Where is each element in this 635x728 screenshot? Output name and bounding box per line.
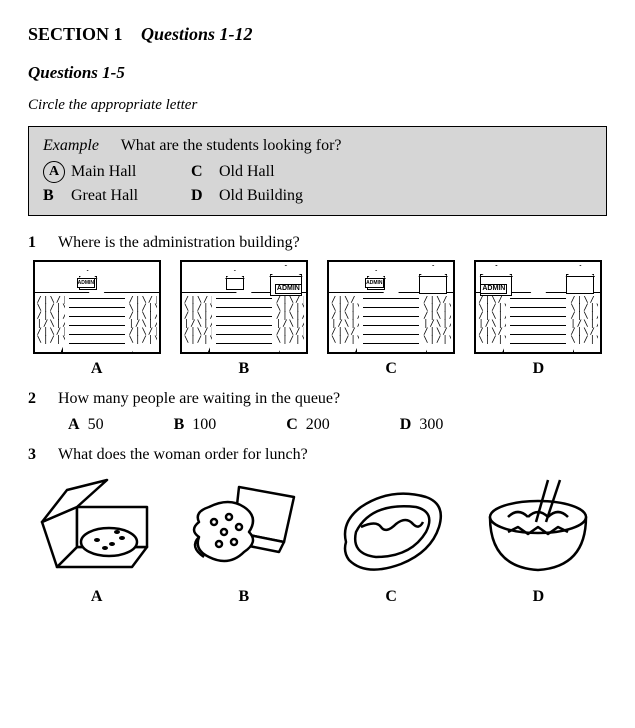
example-option-a-letter: A (43, 161, 71, 183)
q2-option-c-letter: C (286, 416, 298, 433)
sandwich-icon (184, 472, 304, 582)
q1-image-c: /|\/|\|/|\/|\|/|/\|//|\/|\|/|\ /|\/|\|/|… (327, 260, 455, 354)
noodle-bowl-icon (478, 472, 598, 582)
instruction-text: Circle the appropriate letter (28, 97, 607, 114)
q1-option-c[interactable]: /|\/|\|/|\/|\|/|/\|//|\/|\|/|\ /|\/|\|/|… (323, 260, 460, 378)
example-option-row-1: A Main Hall C Old Hall (43, 161, 592, 183)
example-question-line: Example What are the students looking fo… (43, 137, 592, 155)
question-3: 3 What does the woman order for lunch? (28, 446, 607, 606)
example-option-d-text: Old Building (219, 187, 339, 205)
example-label: Example (43, 137, 99, 154)
q1-option-d[interactable]: /|\/|\|/|\/|\|/|/\|//|\/|\|/|\ /|\/|\|/|… (470, 260, 607, 378)
question-1-number: 1 (28, 234, 58, 252)
question-1-text: Where is the administration building? (58, 234, 607, 252)
q1-option-c-label: C (385, 360, 397, 378)
q2-option-b-value: 100 (192, 416, 216, 433)
q1-image-a: /|\/|\|/|\/|\|/|/\|//|\/|\|/|\ /|\/|\|/|… (33, 260, 161, 354)
q3-option-b[interactable]: B (175, 472, 312, 606)
q3-image-a (33, 472, 161, 582)
q2-option-d-letter: D (400, 416, 412, 433)
question-1: 1 Where is the administration building? … (28, 234, 607, 378)
example-option-row-2: B Great Hall D Old Building (43, 187, 592, 205)
q3-option-c[interactable]: C (323, 472, 460, 606)
q2-option-a[interactable]: A 50 (68, 416, 104, 434)
q2-option-c-value: 200 (306, 416, 330, 433)
q3-image-b (180, 472, 308, 582)
q3-image-d (474, 472, 602, 582)
hotdog-icon (331, 472, 451, 582)
question-2: 2 How many people are waiting in the que… (28, 390, 607, 434)
example-option-d-letter: D (191, 187, 219, 205)
section-label: SECTION 1 (28, 24, 123, 44)
q1-option-b[interactable]: /|\/|\|/|\/|\|/|/\|//|\/|\|/|\ /|\/|\|/|… (175, 260, 312, 378)
q2-option-c[interactable]: C 200 (286, 416, 330, 434)
circled-answer-icon: A (43, 161, 65, 183)
question-3-number: 3 (28, 446, 58, 464)
question-1-line: 1 Where is the administration building? (28, 234, 607, 252)
admin-label-icon: ADMIN (275, 284, 302, 294)
q1-option-d-label: D (533, 360, 545, 378)
example-option-b-text: Great Hall (71, 187, 191, 205)
q2-option-a-value: 50 (88, 416, 104, 433)
q1-image-d: /|\/|\|/|\/|\|/|/\|//|\/|\|/|\ /|\/|\|/|… (474, 260, 602, 354)
q3-option-d[interactable]: D (470, 472, 607, 606)
example-option-c-letter: C (191, 163, 219, 181)
question-2-text: How many people are waiting in the queue… (58, 390, 607, 408)
sub-heading: Questions 1-5 (28, 63, 607, 83)
question-3-text: What does the woman order for lunch? (58, 446, 607, 464)
q2-option-a-letter: A (68, 416, 80, 433)
q2-option-b-letter: B (174, 416, 185, 433)
question-3-images: A B (28, 472, 607, 606)
question-2-line: 2 How many people are waiting in the que… (28, 390, 607, 408)
q3-option-b-label: B (239, 588, 250, 606)
q3-option-a-label: A (91, 588, 103, 606)
example-option-a-text: Main Hall (71, 163, 191, 181)
q3-image-c (327, 472, 455, 582)
q3-option-d-label: D (533, 588, 545, 606)
question-3-line: 3 What does the woman order for lunch? (28, 446, 607, 464)
admin-label-icon: ADMIN (77, 278, 95, 288)
q1-option-b-label: B (239, 360, 250, 378)
q2-option-d-value: 300 (419, 416, 443, 433)
example-option-b-letter: B (43, 187, 71, 205)
section-title: SECTION 1 Questions 1-12 (28, 24, 607, 45)
q1-option-a-label: A (91, 360, 103, 378)
pizza-box-icon (37, 472, 157, 582)
question-2-options: A 50 B 100 C 200 D 300 (68, 416, 607, 434)
example-question: What are the students looking for? (121, 137, 342, 154)
question-1-images: /|\/|\|/|\/|\|/|/\|//|\/|\|/|\ /|\/|\|/|… (28, 260, 607, 378)
example-box: Example What are the students looking fo… (28, 126, 607, 216)
example-option-c-text: Old Hall (219, 163, 339, 181)
q2-option-b[interactable]: B 100 (174, 416, 217, 434)
q3-option-a[interactable]: A (28, 472, 165, 606)
admin-label-icon: ADMIN (480, 284, 507, 294)
section-range: Questions 1-12 (141, 24, 253, 44)
admin-label-icon: ADMIN (365, 278, 383, 288)
q1-image-b: /|\/|\|/|\/|\|/|/\|//|\/|\|/|\ /|\/|\|/|… (180, 260, 308, 354)
question-2-number: 2 (28, 390, 58, 408)
q1-option-a[interactable]: /|\/|\|/|\/|\|/|/\|//|\/|\|/|\ /|\/|\|/|… (28, 260, 165, 378)
q2-option-d[interactable]: D 300 (400, 416, 444, 434)
q3-option-c-label: C (385, 588, 397, 606)
